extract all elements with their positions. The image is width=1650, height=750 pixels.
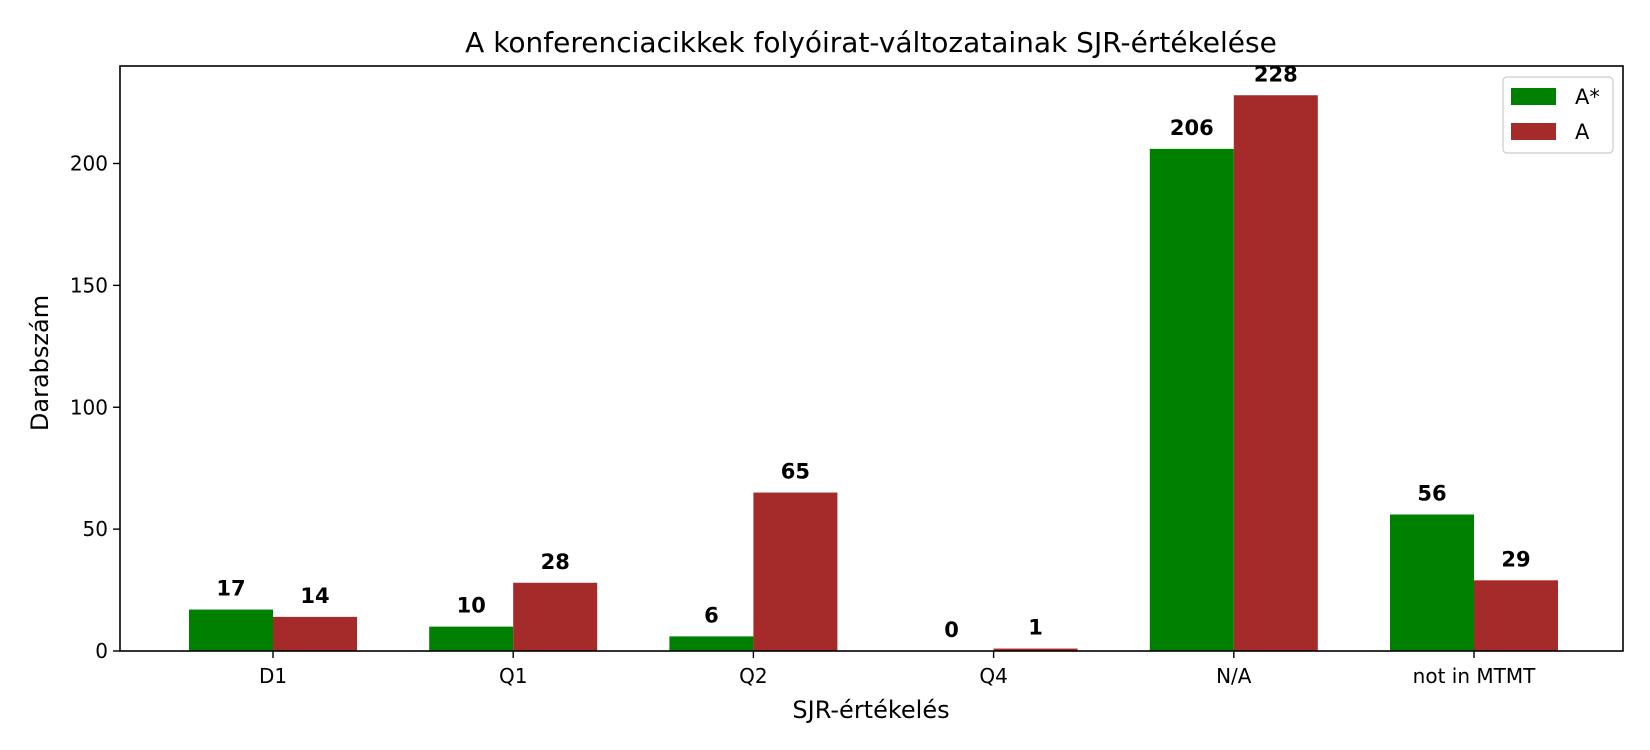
y-axis-label: Darabszám [26, 295, 54, 431]
x-tick-label: D1 [259, 664, 287, 688]
y-tick-label: 150 [70, 273, 108, 297]
x-axis-label: SJR-értékelés [792, 696, 949, 724]
bar-not-in-mtmt-series-1 [1474, 580, 1558, 651]
x-tick-label: Q1 [499, 664, 527, 688]
bar-value-label: 206 [1170, 116, 1214, 140]
bar-value-label: 29 [1501, 547, 1530, 571]
x-tick-label: Q4 [979, 664, 1007, 688]
y-tick-label: 50 [83, 517, 108, 541]
x-tick-label: not in MTMT [1413, 664, 1536, 688]
legend-swatch [1511, 123, 1556, 140]
bar-q2-series-1 [753, 492, 838, 651]
y-tick-label: 200 [70, 152, 108, 176]
y-tick-label: 0 [95, 639, 108, 663]
y-tick-label: 100 [70, 395, 108, 419]
bar-value-label: 65 [781, 460, 810, 484]
bar-value-label: 6 [704, 603, 719, 627]
bar-q4-series-1 [993, 648, 1078, 651]
bar-value-label: 17 [216, 577, 245, 601]
x-tick-label: Q2 [739, 664, 767, 688]
bar-d1-series-1 [273, 616, 357, 652]
bar-value-label: 10 [457, 594, 486, 618]
bar-not-in-mtmt-series-0 [1390, 514, 1474, 651]
bar-value-label: 28 [541, 550, 570, 574]
bar-value-label: 56 [1417, 482, 1446, 506]
bar-value-label: 0 [944, 618, 959, 642]
axes-frame [119, 65, 1624, 652]
bar-value-label: 1 [1028, 616, 1043, 640]
bar-n-a-series-0 [1149, 148, 1234, 651]
bar-n-a-series-1 [1233, 95, 1318, 651]
chart-title: A konferenciacikkek folyóirat-változatai… [465, 26, 1277, 59]
bar-value-label: 14 [300, 584, 329, 608]
legend-swatch [1511, 88, 1556, 105]
bar-d1-series-0 [189, 609, 273, 651]
legend-entry-label: A [1575, 120, 1590, 144]
bar-q1-series-0 [429, 626, 514, 652]
legend: A* A [1502, 76, 1614, 154]
x-tick-label: N/A [1216, 664, 1252, 688]
bar-q1-series-1 [513, 582, 598, 651]
legend-entry-label: A* [1575, 85, 1600, 109]
bar-q2-series-0 [669, 636, 754, 652]
